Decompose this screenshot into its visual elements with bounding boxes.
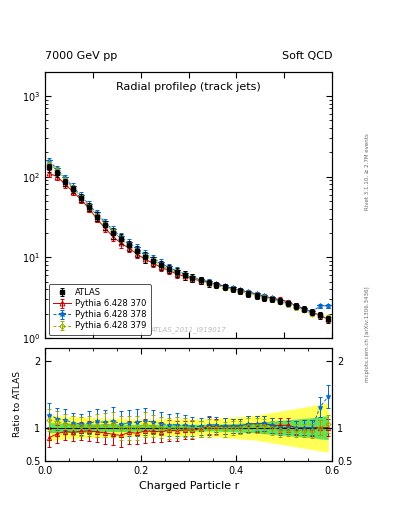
X-axis label: Charged Particle r: Charged Particle r [138, 481, 239, 491]
Text: Radial profileρ (track jets): Radial profileρ (track jets) [116, 82, 261, 92]
Text: mcplots.cern.ch [arXiv:1306.3436]: mcplots.cern.ch [arXiv:1306.3436] [365, 287, 370, 382]
Text: Soft QCD: Soft QCD [282, 51, 332, 61]
Text: Rivet 3.1.10, ≥ 2.7M events: Rivet 3.1.10, ≥ 2.7M events [365, 133, 370, 210]
Legend: ATLAS, Pythia 6.428 370, Pythia 6.428 378, Pythia 6.428 379: ATLAS, Pythia 6.428 370, Pythia 6.428 37… [48, 284, 151, 334]
Y-axis label: Ratio to ATLAS: Ratio to ATLAS [13, 372, 22, 437]
Text: 7000 GeV pp: 7000 GeV pp [45, 51, 118, 61]
Text: ATLAS_2011_I919017: ATLAS_2011_I919017 [151, 326, 226, 333]
